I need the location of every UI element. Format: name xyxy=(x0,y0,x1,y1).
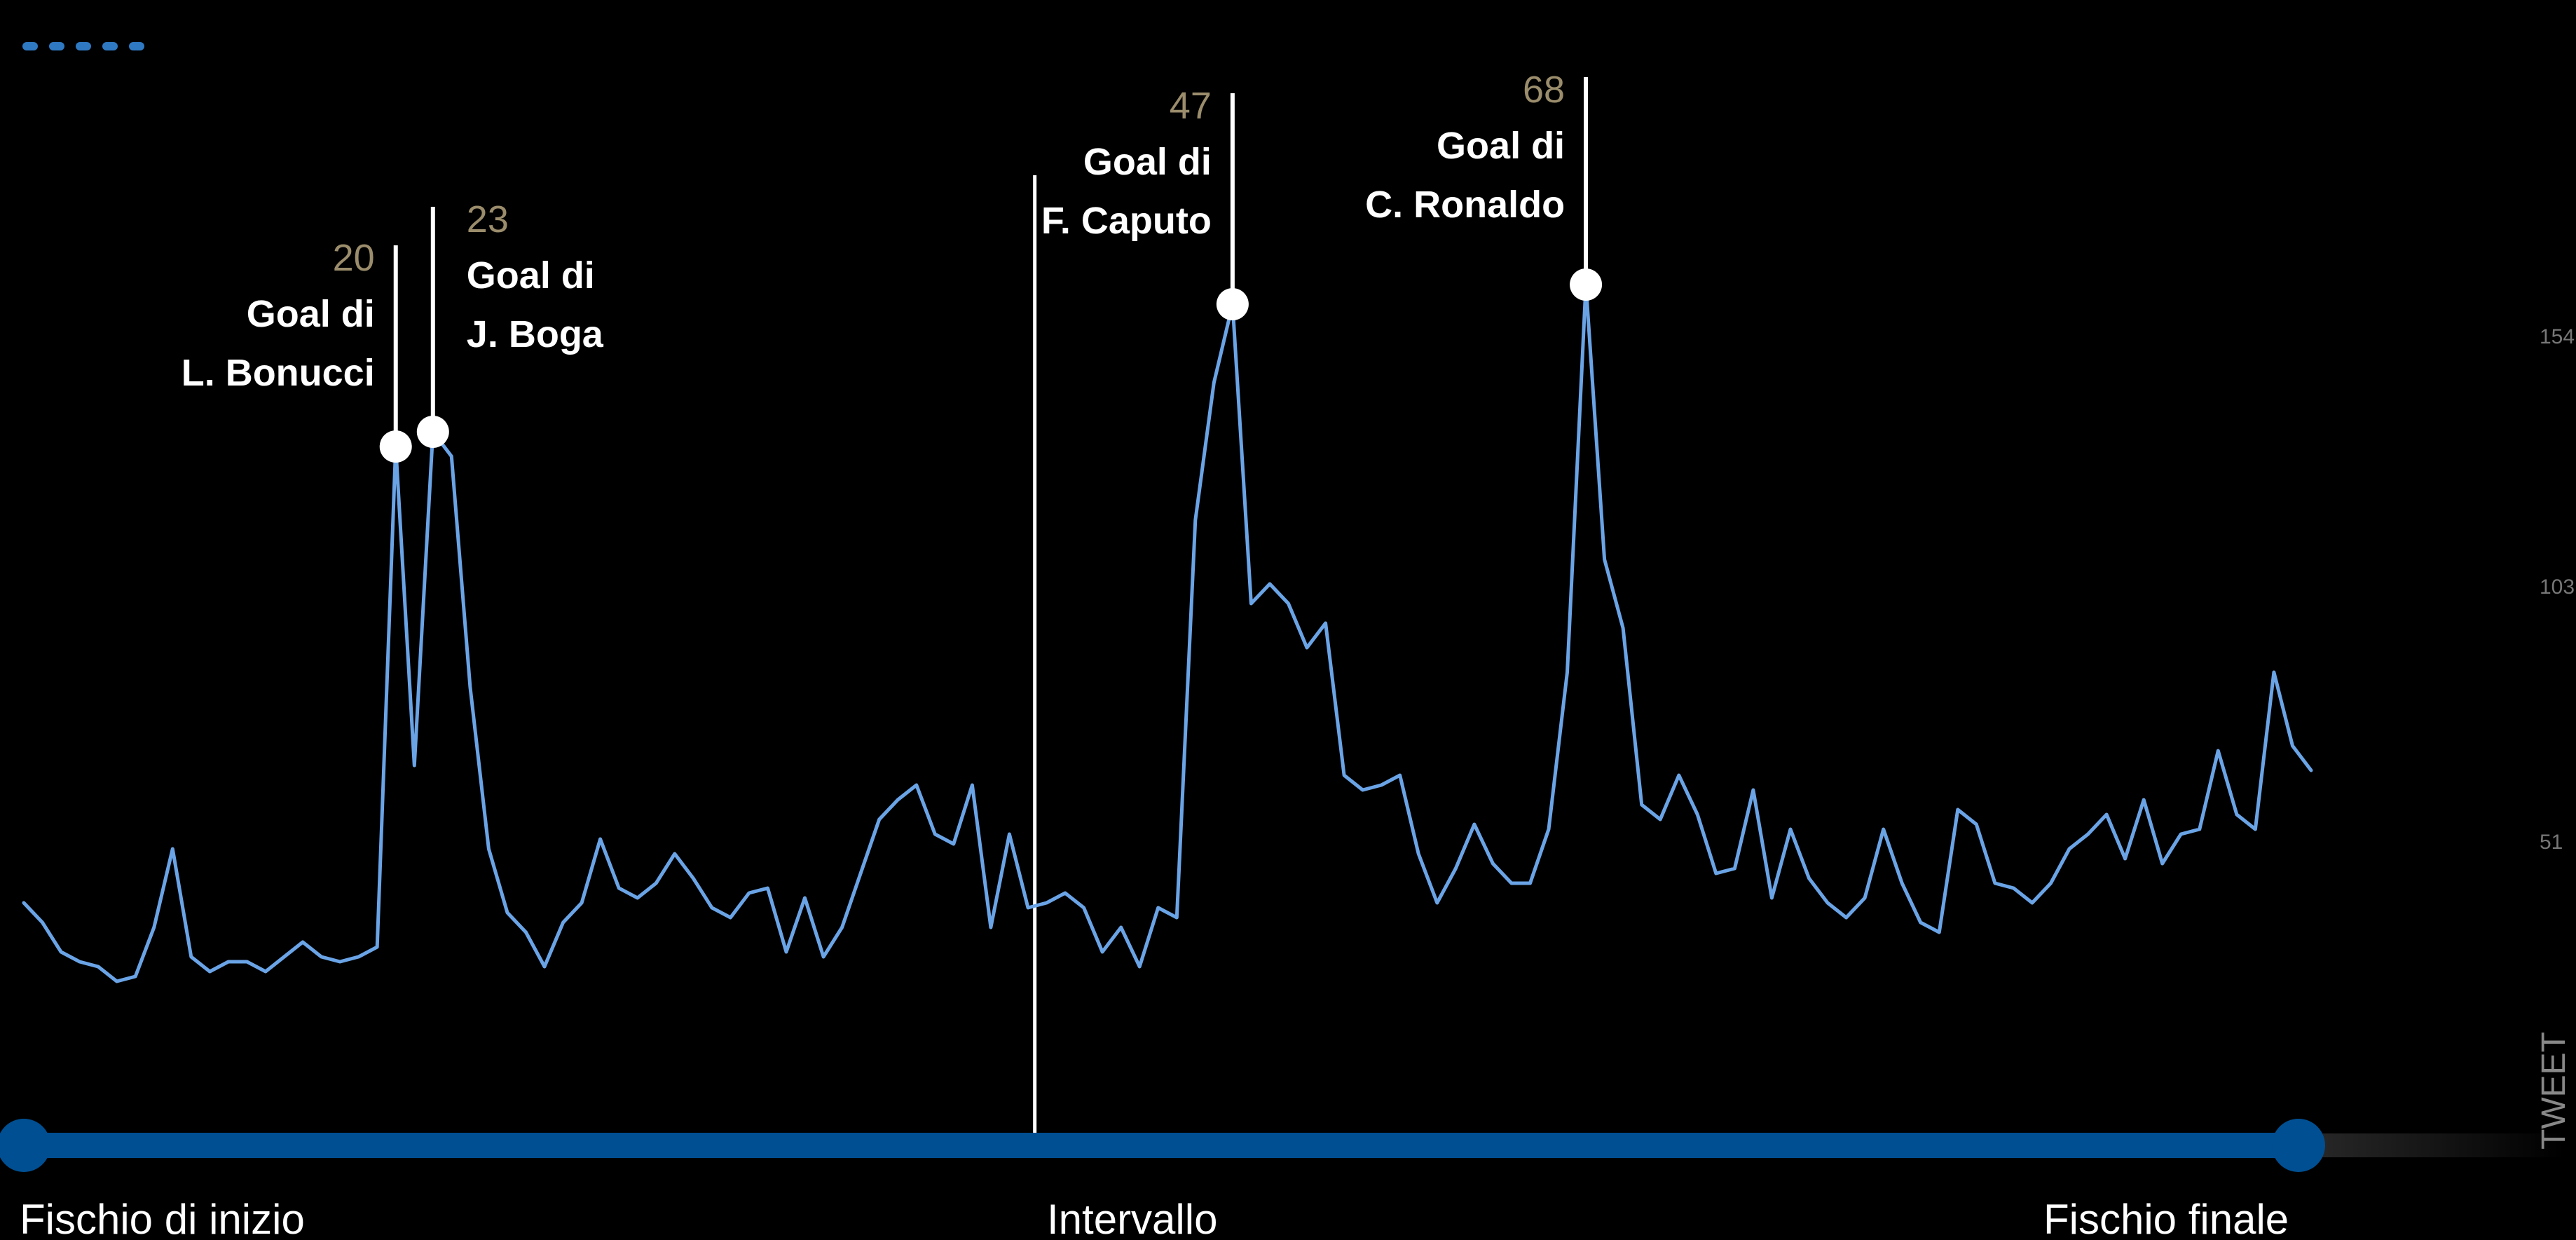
y-tick-label: 103 xyxy=(2540,575,2575,599)
tweet-series-line xyxy=(22,282,2313,983)
goal-minute: 47 xyxy=(1170,85,1212,127)
goal-label: Goal di xyxy=(1437,125,1565,167)
goal-scorer: J. Boga xyxy=(467,313,604,355)
menu-dot-3 xyxy=(76,42,91,50)
goal-marker[interactable] xyxy=(1570,268,1603,301)
timeline-end-handle[interactable] xyxy=(2272,1119,2325,1172)
menu-dot-5 xyxy=(129,42,144,50)
goal-scorer: C. Ronaldo xyxy=(1365,184,1565,226)
goal-annotations: 20 Goal di L. Bonucci 23 Goal di J. Boga 47 Goa… xyxy=(181,69,1603,463)
goal-scorer: L. Bonucci xyxy=(181,352,375,394)
y-tick-label: 154 xyxy=(2540,325,2575,348)
menu-dot-1 xyxy=(22,42,38,50)
goal-scorer: F. Caputo xyxy=(1041,200,1212,242)
goal-label: Goal di xyxy=(1083,141,1212,183)
goal-label: Goal di xyxy=(467,254,595,297)
time-gridlines xyxy=(22,175,2301,1133)
y-axis-label: TWEET xyxy=(2535,1032,2572,1150)
menu-dot-2 xyxy=(49,42,64,50)
x-start-label: Fischio di inizio xyxy=(20,1196,305,1240)
goal-label: Goal di xyxy=(247,293,375,335)
y-axis-ticks: 154 103 51 xyxy=(2540,325,2575,854)
goal-minute: 20 xyxy=(333,237,375,279)
timeline-start-handle[interactable] xyxy=(0,1119,50,1172)
goal-minute: 68 xyxy=(1523,69,1565,111)
goal-marker[interactable] xyxy=(1216,288,1249,320)
y-tick-label: 51 xyxy=(2540,831,2563,854)
match-timeline-bar xyxy=(24,1133,2298,1158)
timeline-track-fade xyxy=(2298,1133,2565,1157)
menu-dot-4 xyxy=(102,42,118,50)
goal-marker[interactable] xyxy=(379,430,412,463)
x-mid-label: Intervallo xyxy=(1047,1196,1217,1240)
goal-marker[interactable] xyxy=(416,416,449,448)
x-end-label: Fischio finale xyxy=(2043,1196,2289,1240)
goal-minute: 23 xyxy=(467,198,509,240)
